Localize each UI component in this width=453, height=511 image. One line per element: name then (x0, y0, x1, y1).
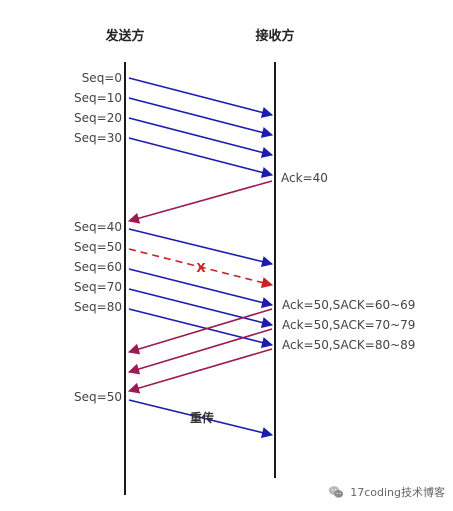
watermark: 17coding技术博客 (327, 481, 445, 503)
seq-label-0: Seq=0 (82, 71, 122, 85)
sender-header: 发送方 (104, 28, 144, 44)
receiver-header: 接收方 (255, 28, 294, 44)
retransmit-arrow-seq-50 (128, 399, 274, 439)
data-arrow-seq-10 (128, 97, 274, 138)
packet-loss-mark: X (196, 261, 206, 275)
data-arrow-seq-0 (128, 77, 274, 118)
sack-arrow-80-89 (127, 348, 273, 394)
seq-label-80: Seq=80 (74, 300, 122, 314)
data-arrow-seq-40 (128, 228, 274, 268)
ack-label-40: Ack=40 (281, 171, 328, 185)
data-arrow-seq-80 (128, 308, 274, 348)
lost-data-arrow-seq-50 (128, 248, 274, 288)
sack-label-80-89: Ack=50,SACK=80~89 (282, 338, 415, 352)
watermark-text: 17coding技术博客 (350, 486, 445, 499)
retransmit-seq-label: Seq=50 (74, 390, 122, 404)
ack-arrow-40 (127, 180, 273, 224)
seq-label-10: Seq=10 (74, 91, 122, 105)
seq-label-60: Seq=60 (74, 260, 122, 274)
data-arrow-seq-30 (128, 137, 274, 178)
retransmit-label: 重传 (190, 410, 214, 425)
sack-label-60-69: Ack=50,SACK=60~69 (282, 298, 415, 312)
sack-arrow-70-79 (127, 328, 273, 375)
seq-label-50: Seq=50 (74, 240, 122, 254)
data-arrow-seq-20 (128, 117, 274, 158)
seq-label-70: Seq=70 (74, 280, 122, 294)
sack-arrow-60-69 (127, 308, 273, 355)
sack-label-70-79: Ack=50,SACK=70~79 (282, 318, 415, 332)
data-arrow-seq-70 (128, 288, 274, 328)
seq-label-40: Seq=40 (74, 220, 122, 234)
wechat-icon (329, 486, 344, 498)
seq-label-30: Seq=30 (74, 131, 122, 145)
data-arrow-seq-60 (128, 268, 274, 308)
seq-label-20: Seq=20 (74, 111, 122, 125)
